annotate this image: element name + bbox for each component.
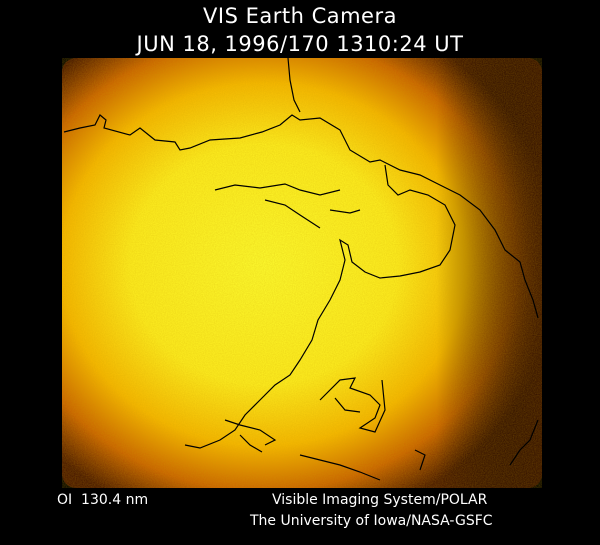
coastline <box>63 114 539 319</box>
timestamp: JUN 18, 1996/170 1310:24 UT <box>135 32 464 56</box>
image-noise <box>62 58 542 488</box>
coastline <box>214 183 361 229</box>
coastline <box>299 419 539 481</box>
coastline <box>184 164 456 449</box>
coastline <box>287 57 301 113</box>
title: VIS Earth Camera <box>203 4 397 28</box>
coastline <box>319 377 386 433</box>
coastline <box>224 419 277 453</box>
credit-line: Visible Imaging System/POLAR <box>272 492 488 508</box>
filter-label: OI 130.4 nm <box>57 492 148 508</box>
camera-image <box>62 57 542 488</box>
credit-line: The University of Iowa/NASA-GSFC <box>249 513 493 529</box>
